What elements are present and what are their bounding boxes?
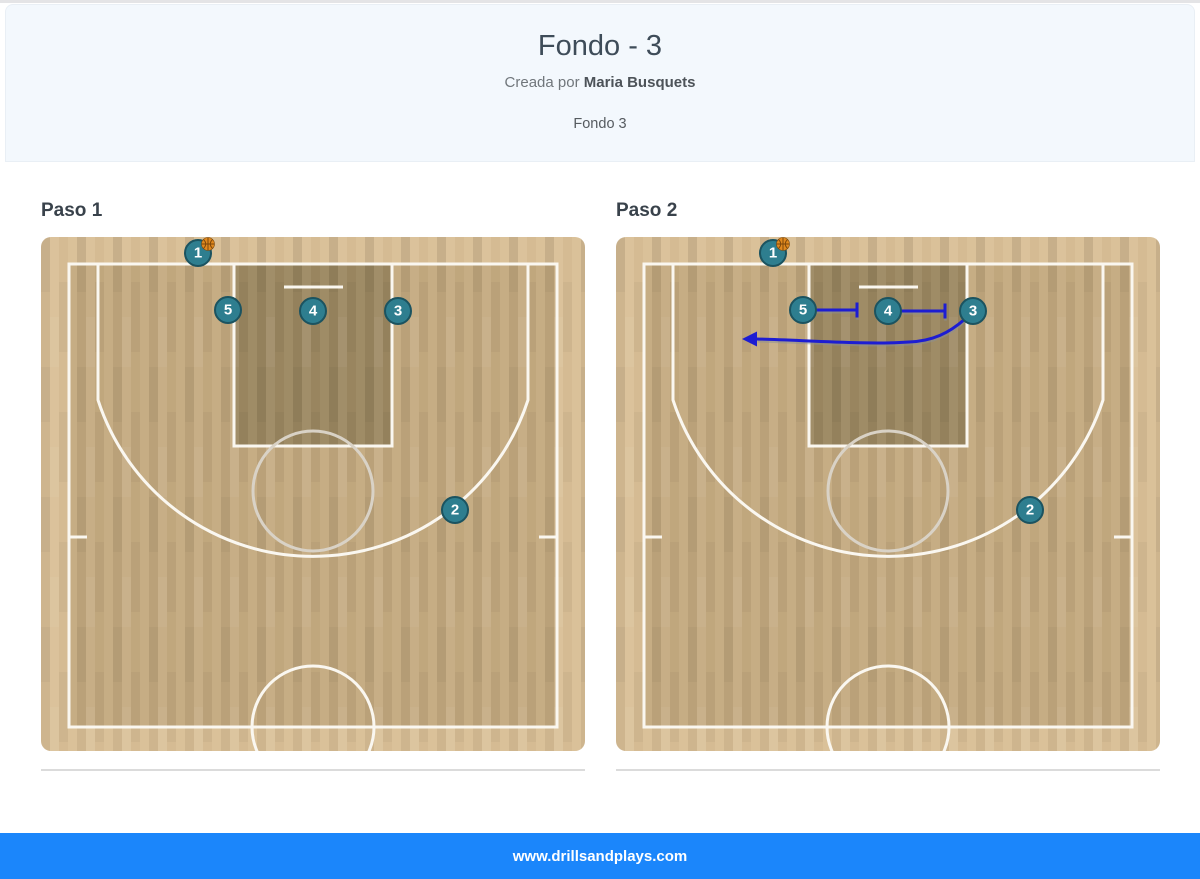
step-2: Paso 2 1 5 4 3 2	[616, 201, 1160, 771]
step-2-label: Paso 2	[616, 200, 678, 221]
cut-arrowhead	[742, 331, 757, 347]
svg-text:1: 1	[769, 245, 777, 262]
svg-text:5: 5	[224, 302, 232, 319]
wood-texture	[41, 237, 585, 751]
author-name: Maria Busquets	[583, 74, 696, 91]
cut-shadow	[757, 320, 967, 347]
court-diagram-step-1: 1 5 4 3 2	[41, 237, 585, 751]
center-circle	[825, 664, 951, 751]
footer-url[interactable]: www.drillsandplays.com	[512, 847, 688, 865]
footer-bar: www.drillsandplays.com	[0, 833, 1200, 879]
basketball-icon	[776, 237, 790, 251]
cut-path	[756, 317, 966, 345]
svg-text:2: 2	[451, 502, 459, 519]
top-border	[0, 0, 1200, 3]
wood-texture	[616, 237, 1160, 751]
svg-text:2: 2	[1026, 502, 1034, 519]
key-outline	[807, 262, 969, 448]
three-point-line	[96, 264, 530, 558]
player-token-2: 2	[441, 496, 469, 524]
play-subtitle: Fondo 3	[573, 116, 627, 132]
court-lines	[67, 262, 559, 751]
key-outline	[232, 262, 394, 448]
court-diagram-step-2: 1 5 4 3 2	[616, 237, 1160, 751]
svg-text:3: 3	[394, 303, 402, 320]
player-token-4: 4	[874, 297, 902, 325]
three-point-line	[671, 264, 1105, 558]
steps-container: Paso 1 1 5 4 3 2 Paso 2 1 5 4 3 2	[41, 201, 1160, 771]
player-token-3: 3	[959, 297, 987, 325]
svg-text:4: 4	[884, 303, 893, 320]
player-token-4: 4	[299, 297, 327, 325]
step-2-divider	[616, 769, 1160, 771]
player-token-2: 2	[1016, 496, 1044, 524]
step-1-label: Paso 1	[41, 200, 103, 221]
player-token-1: 1	[184, 237, 215, 267]
center-circle	[250, 664, 376, 751]
step-1-divider	[41, 769, 585, 771]
svg-text:1: 1	[194, 245, 202, 262]
byline-prefix: Creada por	[504, 74, 580, 91]
court-lines	[642, 262, 1134, 751]
svg-text:3: 3	[969, 303, 977, 320]
free-throw-circle	[251, 429, 375, 553]
free-throw-circle	[826, 429, 950, 553]
player-token-1: 1	[759, 237, 790, 267]
step-1: Paso 1 1 5 4 3 2	[41, 201, 585, 771]
page-title: Fondo - 3	[537, 30, 663, 62]
basketball-icon	[201, 237, 215, 251]
header-panel: Fondo - 3 Creada por Maria Busquets Fond…	[5, 4, 1195, 162]
player-token-5: 5	[214, 296, 242, 324]
svg-text:4: 4	[309, 303, 318, 320]
player-token-3: 3	[384, 297, 412, 325]
svg-text:5: 5	[799, 302, 807, 319]
player-token-5: 5	[789, 296, 817, 324]
byline: Creada por Maria Busquets	[6, 74, 1194, 91]
annotations	[742, 302, 966, 347]
